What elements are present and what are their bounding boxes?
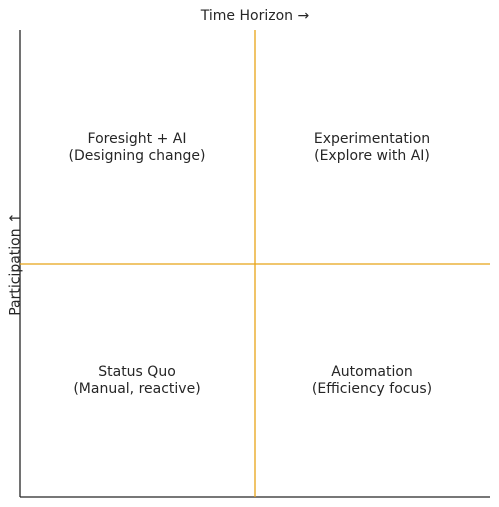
y-axis-title: Participation ↑ (7, 212, 24, 316)
quadrant-top-right-title: Experimentation (313, 131, 431, 147)
x-axis-title: Time Horizon → (200, 8, 310, 24)
quadrant-bottom-right-label: Automation (Efficiency focus) (312, 364, 432, 398)
quadrant-top-right-subtitle: (Explore with AI) (314, 148, 430, 164)
quadrant-bottom-right-title: Automation (331, 364, 413, 380)
quadrant-top-left-subtitle: (Designing change) (68, 148, 206, 164)
quadrant-top-right-label: Experimentation (Explore with AI) (314, 131, 430, 165)
quadrant-top-left-title: Foresight + AI (87, 131, 187, 147)
quadrant-bottom-right-subtitle: (Efficiency focus) (311, 381, 433, 397)
quadrant-top-left-label: Foresight + AI (Designing change) (69, 131, 206, 165)
quadrant-bottom-left-label: Status Quo (Manual, reactive) (73, 364, 200, 398)
quadrant-bottom-left-title: Status Quo (98, 364, 176, 380)
quadrant-bottom-left-subtitle: (Manual, reactive) (73, 381, 201, 397)
